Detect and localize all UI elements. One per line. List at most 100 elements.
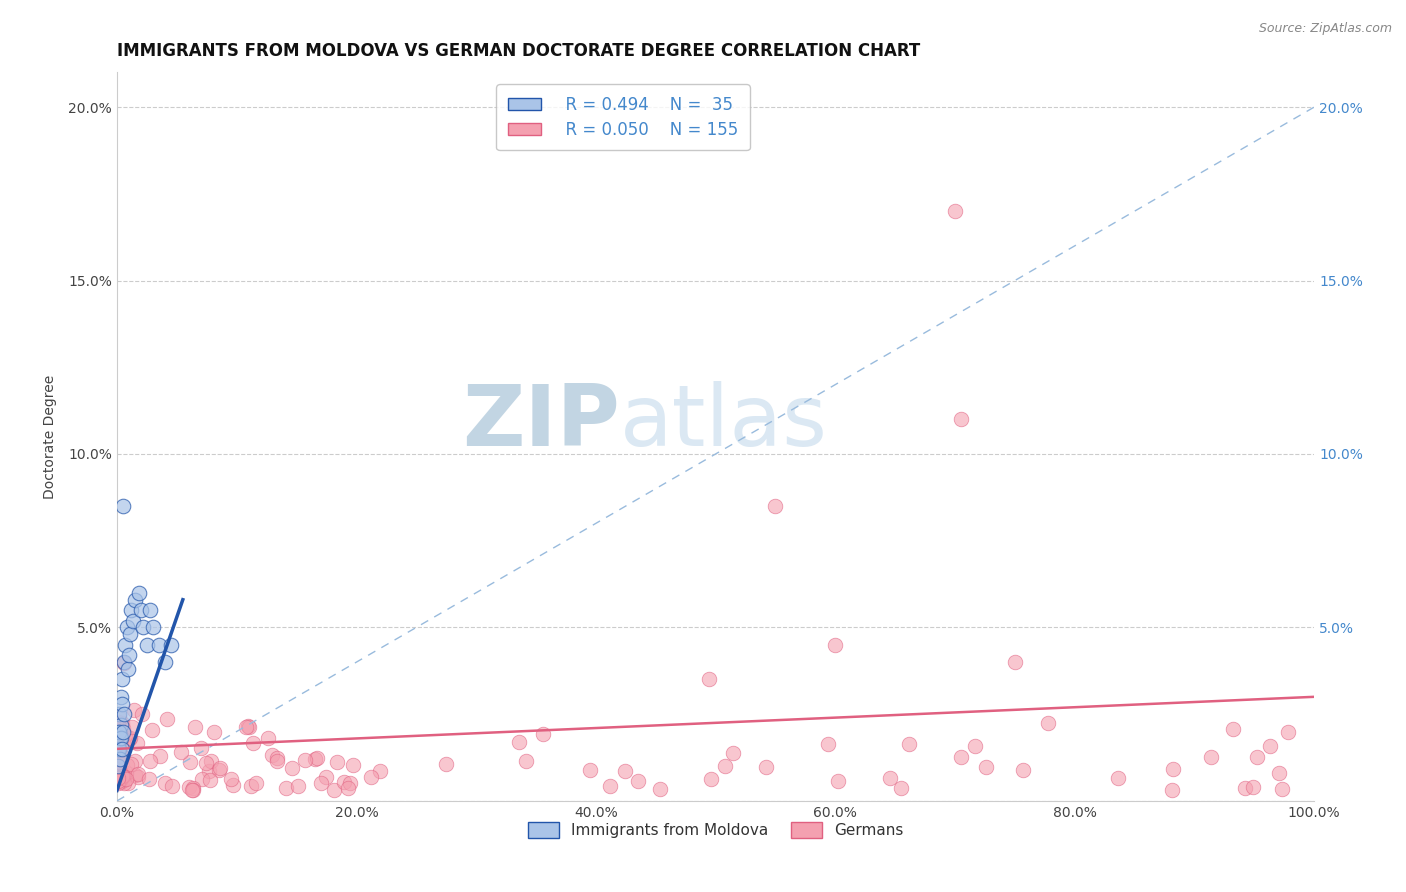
Point: [198, 772, 221, 787]
Point: [107, 771, 129, 785]
Point: [129, 603, 152, 617]
Legend: Immigrants from Moldova, Germans: Immigrants from Moldova, Germans: [522, 816, 910, 844]
Point: [949, 412, 972, 426]
Point: [122, 703, 145, 717]
Point: [120, 731, 142, 745]
Point: [114, 638, 136, 652]
Point: [1241, 780, 1264, 794]
Point: [111, 722, 134, 736]
Point: [108, 756, 131, 770]
Point: [111, 772, 134, 787]
Point: [1222, 723, 1244, 737]
Point: [110, 748, 132, 763]
Point: [294, 753, 316, 767]
Point: [1107, 771, 1129, 785]
Point: [118, 731, 141, 746]
Point: [648, 782, 671, 797]
Point: [194, 756, 217, 770]
Point: [236, 719, 259, 733]
Point: [110, 690, 132, 704]
Point: [108, 773, 131, 788]
Point: [508, 735, 530, 749]
Point: [111, 673, 134, 687]
Point: [1004, 655, 1026, 669]
Point: [281, 761, 304, 775]
Point: [114, 728, 136, 742]
Point: [266, 754, 288, 768]
Point: [111, 724, 134, 739]
Point: [614, 764, 637, 778]
Point: [115, 765, 138, 780]
Point: [339, 776, 361, 790]
Point: [1160, 782, 1182, 797]
Point: [107, 710, 129, 724]
Point: [132, 620, 155, 634]
Point: [111, 716, 134, 731]
Point: [697, 673, 720, 687]
Point: [107, 767, 129, 781]
Point: [108, 763, 131, 777]
Point: [1268, 766, 1291, 780]
Point: [111, 742, 134, 756]
Point: [181, 783, 204, 797]
Point: [1012, 763, 1035, 777]
Point: [127, 767, 149, 781]
Point: [110, 764, 132, 779]
Point: [111, 769, 134, 783]
Point: [342, 757, 364, 772]
Point: [107, 759, 129, 773]
Point: [287, 779, 309, 793]
Point: [107, 775, 129, 789]
Point: [107, 774, 129, 789]
Point: [148, 638, 170, 652]
Point: [107, 740, 129, 755]
Point: [949, 749, 972, 764]
Point: [110, 748, 132, 763]
Point: [107, 742, 129, 756]
Point: [599, 779, 621, 793]
Point: [112, 657, 135, 671]
Point: [149, 748, 172, 763]
Point: [755, 759, 778, 773]
Point: [107, 730, 129, 744]
Point: [118, 648, 141, 663]
Point: [153, 655, 176, 669]
Point: [1271, 782, 1294, 797]
Point: [333, 775, 356, 789]
Point: [238, 720, 260, 734]
Point: [1199, 750, 1222, 764]
Point: [721, 746, 744, 760]
Point: [181, 783, 204, 797]
Point: [179, 755, 201, 769]
Point: [142, 620, 165, 634]
Point: [627, 774, 650, 789]
Point: [714, 758, 737, 772]
Point: [117, 776, 139, 790]
Point: [124, 754, 146, 768]
Point: [111, 697, 134, 711]
Point: [110, 738, 132, 752]
Point: [107, 714, 129, 729]
Point: [111, 764, 134, 779]
Point: [108, 765, 131, 780]
Point: [304, 752, 326, 766]
Point: [127, 771, 149, 785]
Point: [108, 731, 131, 746]
Point: [160, 638, 183, 652]
Point: [531, 727, 554, 741]
Point: [124, 592, 146, 607]
Point: [115, 620, 138, 634]
Point: [120, 603, 142, 617]
Text: atlas: atlas: [620, 381, 828, 464]
Point: [107, 761, 129, 775]
Point: [110, 773, 132, 788]
Point: [1258, 739, 1281, 754]
Point: [108, 774, 131, 789]
Point: [117, 662, 139, 676]
Point: [579, 763, 602, 777]
Point: [139, 603, 162, 617]
Point: [108, 736, 131, 750]
Point: [111, 499, 134, 513]
Point: [974, 760, 997, 774]
Point: [325, 755, 347, 769]
